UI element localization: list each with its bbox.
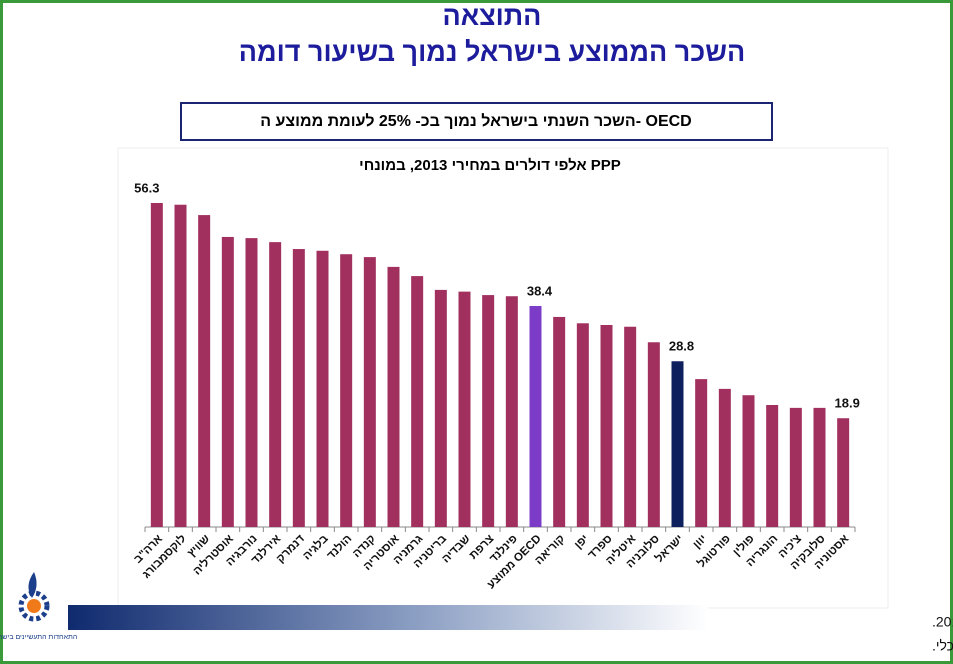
- bar: [292, 249, 305, 528]
- value-label: 38.4: [527, 283, 553, 298]
- bar: [789, 407, 802, 527]
- bar: [766, 404, 779, 527]
- bar: [482, 295, 495, 527]
- subtitle: השכר הממוצע בישראל נמוך בשיעור דומה: [239, 37, 745, 67]
- value-label: 56.3: [134, 180, 159, 195]
- title: התוצאה: [443, 1, 542, 31]
- bar: [150, 203, 163, 527]
- bar: [813, 407, 826, 527]
- bar: [576, 323, 589, 527]
- bar: [671, 361, 684, 527]
- bar: [624, 326, 637, 527]
- bar: [269, 242, 282, 527]
- bar: [221, 236, 234, 528]
- bar: [174, 204, 187, 527]
- bar: [837, 418, 850, 527]
- source: מקור: נתוני ה- OECD ועיבודי האגף למחקר כ…: [932, 638, 953, 654]
- bar: [363, 257, 376, 527]
- bar: [600, 325, 613, 527]
- bar: [387, 266, 400, 527]
- bar: [340, 254, 353, 527]
- bar: [434, 289, 447, 527]
- bar: [458, 291, 471, 527]
- chart-title: אלפי דולרים במחירי 2013, במונחי PPP: [359, 157, 621, 174]
- footnote: *ממוצע פשוט של מדינות הארגון להן יש נתונ…: [932, 614, 953, 630]
- bar: [198, 215, 211, 527]
- bar: [553, 316, 566, 527]
- footer-band: [68, 605, 708, 630]
- callout-box: [180, 102, 773, 141]
- value-label: 28.8: [669, 339, 694, 354]
- value-label: 18.9: [835, 396, 860, 411]
- bar: [647, 342, 660, 527]
- bar: [742, 395, 755, 527]
- logo-text: התאחדות התעשיינים בישראל: [0, 633, 77, 641]
- bar: [718, 388, 731, 527]
- bar: [695, 379, 708, 527]
- bar: [411, 276, 424, 527]
- logo: התאחדות התעשיינים בישראל: [0, 572, 77, 641]
- bar: [316, 250, 329, 527]
- bar: [505, 296, 518, 527]
- bar: [245, 238, 258, 527]
- callout: השכר השנתי בישראל נמוך בכ- 25% לעומת ממו…: [260, 112, 691, 130]
- bar: [529, 306, 542, 527]
